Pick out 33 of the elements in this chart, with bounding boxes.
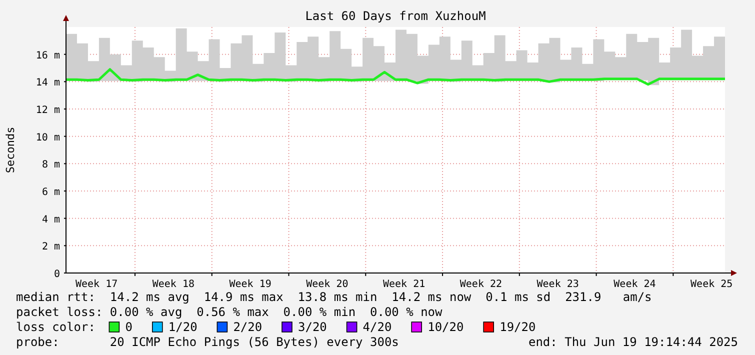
y-tick-label: 12 m <box>36 105 60 116</box>
y-tick-label: 6 m <box>42 187 60 198</box>
x-tick-label: Week 22 <box>460 279 502 290</box>
legend-label: 3/20 <box>298 320 327 334</box>
legend-label: 2/20 <box>233 320 262 334</box>
legend-label: 10/20 <box>428 320 464 334</box>
text: probe: 20 ICMP Echo Pings (56 Bytes) every 300s <box>16 335 399 349</box>
x-tick-label: Week 24 <box>614 279 656 290</box>
y-tick-label: 10 m <box>36 132 60 144</box>
legend-label: 19/20 <box>500 320 536 334</box>
x-tick-label: Week 17 <box>75 279 118 290</box>
x-tick-label: Week 23 <box>536 279 579 290</box>
x-tick-label: Week 21 <box>383 279 426 290</box>
y-tick-label: 8 m <box>42 160 60 171</box>
legend-label: 1/20 <box>168 320 198 334</box>
legend-label: 0 <box>125 320 132 334</box>
legend-title: loss color: <box>16 320 96 334</box>
x-tick-label: Week 20 <box>306 279 348 290</box>
y-tick-label: 0 <box>54 269 60 280</box>
y-tick-label: 2 m <box>42 242 60 253</box>
line-series <box>64 68 726 86</box>
y-tick-label: 16 m <box>36 50 60 62</box>
text: median rtt: 14.2 ms avg 14.9 ms max 13.8 ms min 14.2 ms now 0.1 ms sd 231.9 am/s <box>16 290 652 304</box>
x-tick-label: Week 19 <box>229 279 272 290</box>
text: end: Thu Jun 19 19:14:44 2025 <box>528 335 738 349</box>
legend-label: 4/20 <box>362 320 392 334</box>
x-tick-label: Week 25 <box>690 279 733 290</box>
y-tick-label: 4 m <box>42 214 60 226</box>
x-tick-label: Week 18 <box>152 279 195 290</box>
y-tick-label: 14 m <box>36 78 60 89</box>
text: packet loss: 0.00 % avg 0.56 % max 0.00 % min 0.00 % now <box>16 305 444 319</box>
chart-title: Last 60 Days from XuzhouM <box>305 9 486 23</box>
y-axis-title: Seconds <box>4 126 17 174</box>
